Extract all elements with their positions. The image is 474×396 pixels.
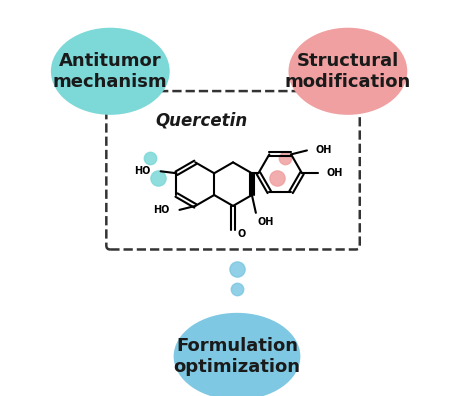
Text: Formulation
optimization: Formulation optimization [173, 337, 301, 376]
Point [273, 175, 281, 181]
Point [233, 286, 241, 292]
Ellipse shape [173, 313, 301, 396]
Point [146, 155, 154, 162]
Text: Quercetin: Quercetin [156, 112, 248, 130]
Point [154, 175, 162, 181]
Text: OH: OH [316, 145, 332, 155]
Text: O: O [238, 228, 246, 239]
Text: OH: OH [258, 217, 274, 227]
Text: HO: HO [153, 205, 170, 215]
Text: Structural
modification: Structural modification [285, 52, 411, 91]
Ellipse shape [51, 28, 170, 115]
Text: HO: HO [134, 166, 151, 176]
Point [281, 155, 288, 162]
Point [233, 266, 241, 272]
Ellipse shape [289, 28, 407, 115]
Text: OH: OH [327, 168, 343, 178]
Text: Antitumor
mechanism: Antitumor mechanism [53, 52, 168, 91]
FancyBboxPatch shape [106, 91, 360, 249]
